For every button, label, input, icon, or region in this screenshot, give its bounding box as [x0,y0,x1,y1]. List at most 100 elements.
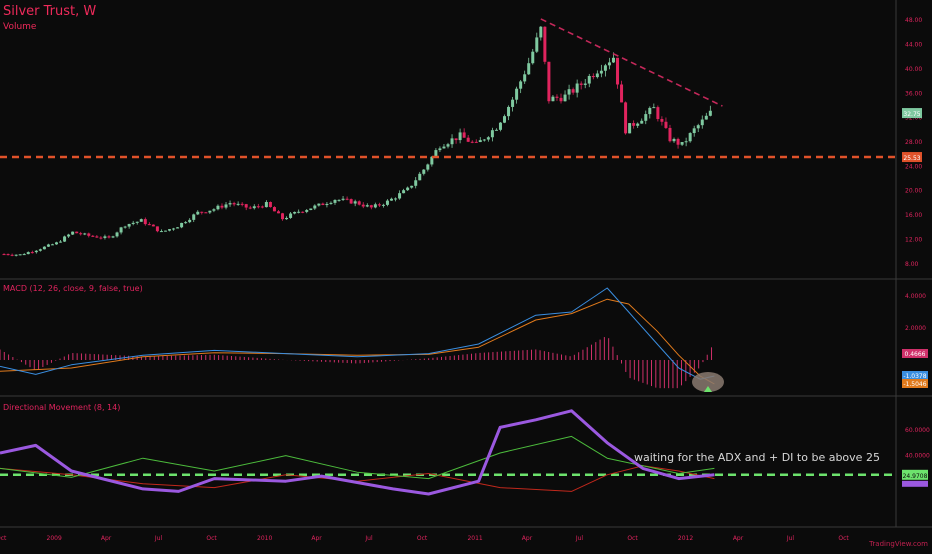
candle-body [607,62,611,66]
last-price-tag [902,108,922,119]
candle-body [486,137,490,140]
candle-body [628,123,632,134]
candle-body [272,207,276,212]
dmi-axis-tick: 60.0000 [905,427,930,434]
candle-body [159,231,163,233]
candle-body [603,65,607,71]
x-axis-tick: Oct [417,535,428,542]
candle-body [458,132,462,141]
candle-body [567,89,571,95]
crossover-arrow [704,386,712,392]
candle-body [305,210,309,212]
candle-body [208,210,212,213]
candle-body [406,187,410,191]
plus-di-line [0,435,715,480]
candle-body [426,164,430,170]
annotation-text: waiting for the ADX and + DI to be above… [634,451,880,464]
candle-body [652,107,656,109]
candle-body [168,229,172,231]
candle-body [640,120,644,124]
candle-body [563,94,567,102]
x-axis-tick: 2009 [47,535,62,542]
candle-body [555,96,559,98]
candle-body [188,219,192,223]
x-axis-tick: Jul [786,535,795,542]
candle-body [309,208,313,211]
candle-body [26,252,30,255]
last-price-label: 32.75 [903,111,920,118]
candle-body [353,201,357,204]
candle-body [394,198,398,200]
candle-body [228,203,232,205]
candle-body [34,250,38,253]
candle-body [660,119,664,122]
candle-body [624,102,628,134]
trendline [540,18,723,107]
candle-body [644,114,648,121]
candle-body [2,254,6,256]
candle-body [539,26,543,38]
candle-body [357,201,361,205]
x-axis-tick: Jul [154,535,163,542]
x-axis-tick: Apr [733,535,744,542]
macd-axis-tick: 2.0000 [905,325,926,332]
x-axis-tick: Apr [311,535,322,542]
candle-body [293,211,297,214]
macd-title: MACD (12, 26, close, 9, false, true) [3,284,143,293]
candle-body [664,121,668,128]
candle-body [519,81,523,89]
candle-body [434,150,438,157]
chart-title: Silver Trust, W [3,4,97,19]
candle-body [454,138,458,141]
candle-body [103,236,107,238]
macd-value-label: -1.5046 [903,381,926,388]
candle-body [236,203,240,205]
candle-body [200,211,204,213]
candle-body [531,51,535,64]
candle-body [244,204,248,208]
candle-body [163,230,167,232]
candle-body [543,26,547,62]
candle-body [547,61,551,102]
candle-body [131,222,135,224]
candle-body [22,254,26,256]
candle-body [337,199,341,201]
x-axis-tick: Oct [627,535,638,542]
candle-body [204,212,208,214]
candle-body [111,236,115,238]
candle-body [430,156,434,165]
candle-body [289,213,293,218]
candle-body [389,198,393,201]
candle-body [256,206,260,208]
candle-body [636,123,640,126]
candle-body [224,204,228,208]
candle-body [10,254,14,256]
x-axis-tick: Oct [838,535,849,542]
candle-body [232,203,236,205]
candle-body [611,57,615,63]
candle-body [527,63,531,75]
candle-body [180,222,184,228]
crossover-highlight [692,372,724,392]
candle-body [656,107,660,120]
candle-body [151,224,155,227]
candle-body [668,127,672,142]
candle-body [648,107,652,115]
candle-body [220,205,224,208]
candle-body [365,205,369,207]
price-axis-tick: 32.00 [905,115,922,122]
candle-body [490,130,494,138]
macd-signal-line [0,298,715,385]
candle-body [139,219,143,222]
candle-body [498,122,502,130]
candle-body [313,205,317,209]
candle-body [345,198,349,200]
candle-body [341,198,345,200]
candle-body [297,211,301,213]
candle-body [515,88,519,100]
candle-body [373,204,377,208]
candle-body [333,199,337,203]
x-axis-tick: Jul [364,535,373,542]
